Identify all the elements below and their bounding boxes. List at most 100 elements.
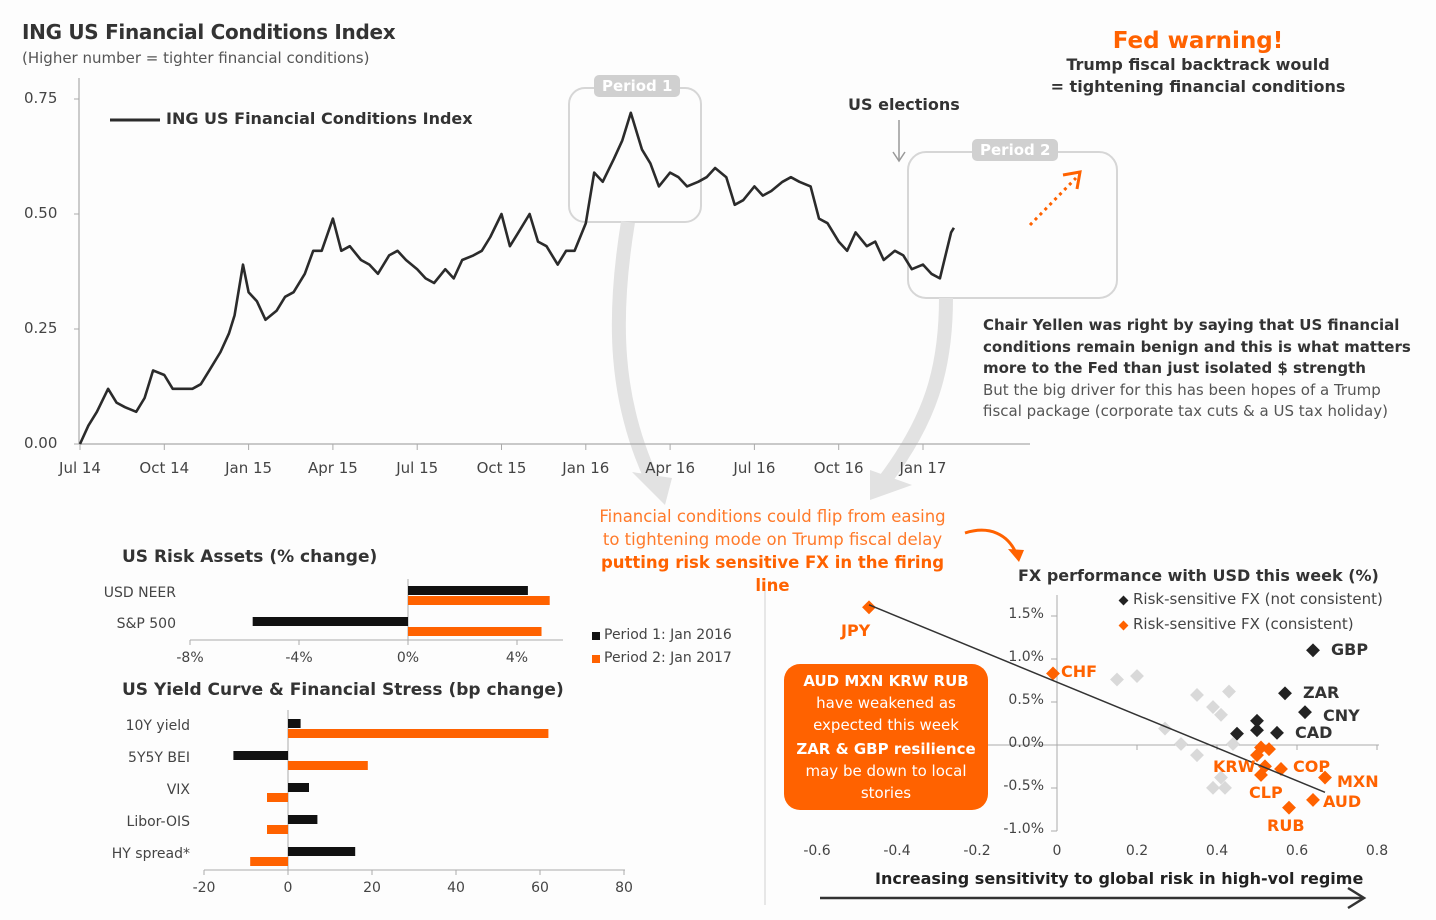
bar-period2 xyxy=(267,793,288,802)
us-elections-arrow-head xyxy=(892,151,906,163)
scatter-point xyxy=(1190,688,1204,702)
us-elections-label: US elections xyxy=(848,95,960,114)
scatter-label-cop: COP xyxy=(1293,757,1331,777)
scatter-title: FX performance with USD this week (%) xyxy=(1018,566,1379,585)
main-x-tick-label: Oct 15 xyxy=(476,459,527,477)
scatter-label-cad: CAD xyxy=(1295,722,1333,742)
period1-curve-arrow xyxy=(611,220,659,483)
bar-category-label: HY spread* xyxy=(111,846,190,862)
yield-x-ticks xyxy=(203,870,625,875)
scatter-trendline xyxy=(868,604,1326,793)
scatter-label-rub: RUB xyxy=(1267,815,1305,835)
main-x-tick-label: Jul 14 xyxy=(59,459,101,477)
note-bold-1: Chair Yellen was right by saying that US… xyxy=(983,316,1400,334)
yield-chart-title: US Yield Curve & Financial Stress (bp ch… xyxy=(122,680,564,700)
scatter-y-tick-label: 0.5% xyxy=(1008,692,1044,708)
scatter-point-cny xyxy=(1298,705,1312,720)
scatter-x-tick-label: 0.2 xyxy=(1125,843,1149,859)
main-x-tick-label: Apr 16 xyxy=(645,459,695,477)
scatter-label-chf: CHF xyxy=(1061,661,1098,681)
bar-category-label: 10Y yield xyxy=(125,718,190,734)
scatter-point xyxy=(1190,748,1204,763)
fx-pointer-arrow-head xyxy=(1008,549,1024,562)
main-x-tick-label: Jan 15 xyxy=(225,459,273,477)
bar-category-label: S&P 500 xyxy=(116,616,176,632)
main-x-tick-label: Jul 16 xyxy=(733,459,776,477)
period1-tag: Period 1 xyxy=(594,75,681,97)
scatter-x-label: Increasing sensitivity to global risk in… xyxy=(875,869,1364,888)
main-x-tick-label: Jan 17 xyxy=(899,459,947,477)
main-x-tick-label: Jul 15 xyxy=(396,459,439,477)
scatter-label-cny: CNY xyxy=(1323,706,1360,726)
period1-arrow-head xyxy=(632,472,672,505)
main-x-ticks xyxy=(79,444,924,450)
bar-category-label: Libor-OIS xyxy=(126,814,190,830)
bar-period2 xyxy=(267,825,288,834)
scatter-label-jpy: JPY xyxy=(841,621,871,641)
main-chart-subtitle: (Higher number = tighter financial condi… xyxy=(22,49,370,67)
scatter-label-clp: CLP xyxy=(1249,783,1283,803)
callout-line5: may be down to local xyxy=(805,762,967,780)
scatter-x-tick-label: 0.4 xyxy=(1205,843,1229,859)
legend-period2-swatch xyxy=(592,655,600,663)
scatter-point xyxy=(1206,780,1220,795)
scatter-point-aud xyxy=(1306,792,1320,807)
yellen-note: Chair Yellen was right by saying that US… xyxy=(983,315,1423,423)
fed-warning-line1: Trump fiscal backtrack would xyxy=(1066,55,1330,74)
fed-warning-line2: = tightening financial conditions xyxy=(1050,77,1346,96)
bar-x-tick-label: 0 xyxy=(283,880,293,896)
legend-not-consistent-marker xyxy=(1118,595,1129,606)
scatter-y-tick-label: 1.0% xyxy=(1008,649,1044,665)
fx-callout-box: AUD MXN KRW RUB have weakened as expecte… xyxy=(784,664,988,810)
bar-period2 xyxy=(288,729,549,738)
note-regular-2: fiscal package (corporate tax cuts & a U… xyxy=(983,402,1388,420)
main-y-tick-label: 0.75 xyxy=(24,89,58,107)
main-chart-title: ING US Financial Conditions Index xyxy=(22,20,396,44)
bar-x-tick-label: 20 xyxy=(363,880,381,896)
scatter-point xyxy=(1110,672,1124,687)
scatter-x-tick-label: 0.8 xyxy=(1365,843,1389,859)
callout-line4: ZAR & GBP resilience xyxy=(796,740,976,758)
bar-x-tick-label: 4% xyxy=(505,650,529,666)
main-x-tick-label: Oct 16 xyxy=(813,459,864,477)
main-y-ticks xyxy=(74,98,79,445)
fci-series-line xyxy=(78,111,956,445)
bar-period2 xyxy=(250,857,288,866)
bar-period1 xyxy=(288,783,309,792)
main-x-tick-label: Oct 14 xyxy=(139,459,190,477)
scatter-label-mxn: MXN xyxy=(1337,771,1379,791)
main-legend-label: ING US Financial Conditions Index xyxy=(166,109,473,128)
scatter-x-tick-label: -0.2 xyxy=(963,843,991,859)
bar-period2 xyxy=(288,761,368,770)
bar-category-label: VIX xyxy=(166,782,190,798)
bar-period1 xyxy=(288,847,356,856)
flip-line3: putting risk sensitive FX in the firing … xyxy=(600,553,945,595)
period2-arrow-head xyxy=(870,470,912,500)
scatter-point xyxy=(1130,669,1144,683)
fed-warning-title: Fed warning! xyxy=(1112,28,1284,54)
scatter-x-tick-label: -0.4 xyxy=(883,843,911,859)
legend-period1-label: Period 1: Jan 2016 xyxy=(604,627,732,643)
bar-period1 xyxy=(288,719,301,728)
legend-not-consistent-label: Risk-sensitive FX (not consistent) xyxy=(1133,590,1383,608)
legend-period1-swatch xyxy=(592,632,600,640)
legend-period2-label: Period 2: Jan 2017 xyxy=(604,650,732,666)
note-bold-2: conditions remain benign and this is wha… xyxy=(983,337,1411,356)
risk-bars-group xyxy=(252,586,550,636)
bar-x-tick-label: 0% xyxy=(396,650,420,666)
main-y-tick-label: 0.25 xyxy=(24,319,58,337)
bar-x-tick-label: -8% xyxy=(176,650,204,666)
legend-consistent-marker xyxy=(1118,620,1129,631)
tightening-arrow-head xyxy=(1062,170,1082,190)
period2-tag: Period 2 xyxy=(972,139,1059,161)
callout-line6: stories xyxy=(860,784,912,802)
bar-x-tick-label: -4% xyxy=(285,650,313,666)
scatter-y-tick-label: -1.0% xyxy=(1003,821,1044,837)
scatter-point-zar xyxy=(1278,686,1292,701)
scatter-x-tick-label: 0.6 xyxy=(1285,843,1309,859)
risk-chart-title: US Risk Assets (% change) xyxy=(122,547,378,567)
scatter-point xyxy=(1174,737,1188,751)
callout-line3: expected this week xyxy=(813,716,959,734)
scatter-y-tick-label: -0.5% xyxy=(1003,778,1044,794)
